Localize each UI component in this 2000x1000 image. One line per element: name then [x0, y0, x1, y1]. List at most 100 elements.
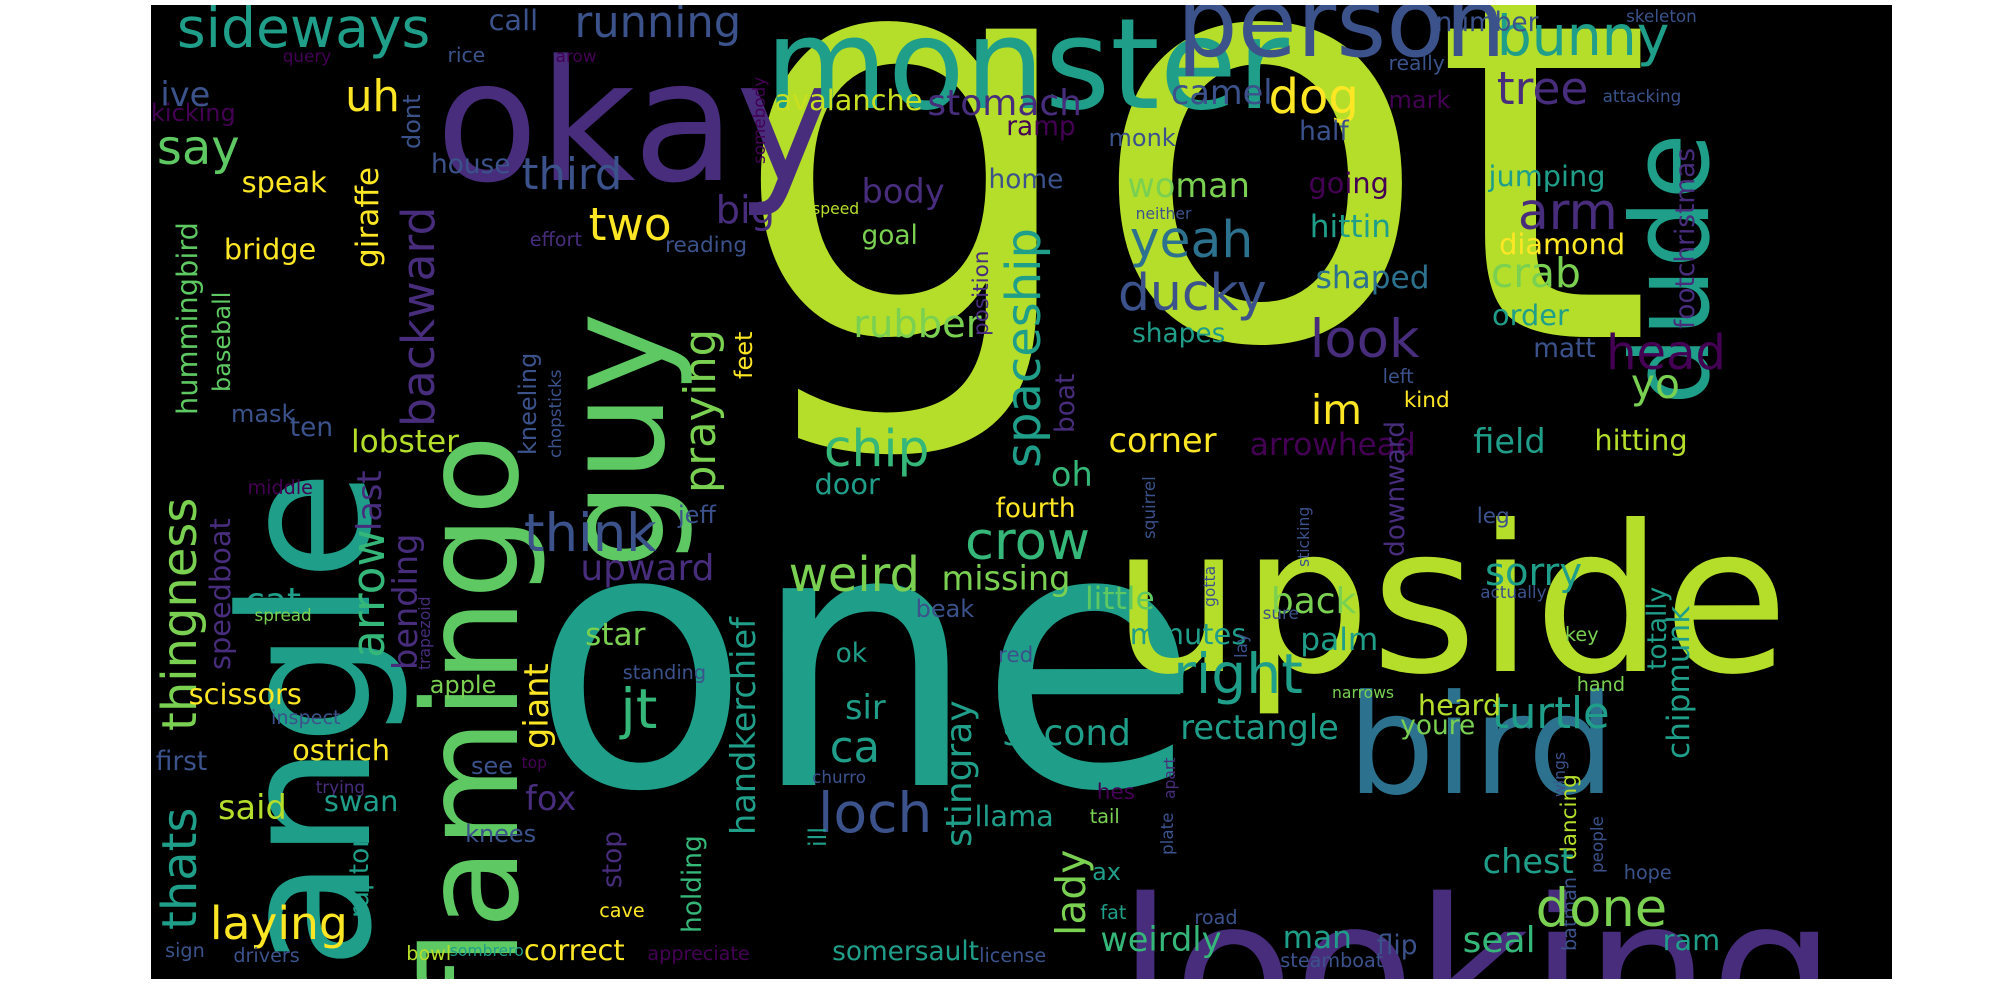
word-ok: ok	[835, 639, 868, 670]
word-speak: speak	[241, 165, 327, 200]
word-done: done	[1535, 877, 1668, 939]
word-stop: stop	[598, 830, 629, 888]
word-hummingbird: hummingbird	[170, 221, 205, 415]
word-stingray: stingray	[938, 700, 980, 848]
word-home: home	[988, 164, 1064, 195]
word-spread: spread	[254, 605, 312, 626]
word-first: first	[155, 746, 208, 777]
word-churro: churro	[812, 767, 867, 788]
word-plate: plate	[1157, 812, 1178, 856]
word-bunny: bunny	[1496, 5, 1670, 70]
word-somersault: somersault	[832, 936, 980, 967]
word-shaped: shaped	[1315, 260, 1430, 297]
word-kind: kind	[1403, 387, 1450, 413]
word-kicking: kicking	[151, 99, 236, 128]
word-bowl: bowl	[406, 941, 452, 965]
word-chip: chip	[823, 418, 930, 478]
word-skeleton: skeleton	[1626, 5, 1697, 26]
word-yeah: yeah	[1129, 209, 1254, 269]
word-ram: ram	[1662, 922, 1721, 957]
word-sideways: sideways	[176, 5, 431, 62]
word-kneeling: kneeling	[513, 352, 542, 456]
word-goal: goal	[861, 220, 918, 251]
word-reading: reading	[665, 233, 748, 259]
word-rice: rice	[447, 43, 486, 68]
word-holding: holding	[678, 835, 709, 934]
word-ax: ax	[1092, 858, 1121, 887]
word-rubber: rubber	[853, 302, 982, 348]
word-matt: matt	[1533, 334, 1596, 365]
word-loch: loch	[817, 781, 933, 846]
word-ca: ca	[829, 723, 880, 774]
word-cave: cave	[599, 898, 645, 922]
word-road: road	[1194, 906, 1238, 930]
word-shapes: shapes	[1132, 319, 1226, 350]
word-drivers: drivers	[233, 944, 300, 968]
word-correct: correct	[523, 932, 625, 967]
word-sorry: sorry	[1484, 549, 1583, 595]
word-flip: flip	[1376, 931, 1418, 962]
word-cloud: got one upside looking sailboat triangle…	[151, 5, 1892, 979]
word-baseball: baseball	[207, 291, 236, 393]
word-sticking: sticking	[1294, 506, 1313, 567]
word-fox: fox	[525, 778, 577, 818]
word-seal: seal	[1462, 920, 1536, 962]
word-hittin: hittin	[1309, 209, 1392, 246]
word-actually: actually	[1480, 582, 1547, 603]
word-speedboat: speedboat	[203, 518, 238, 671]
word-effort: effort	[529, 228, 582, 252]
word-llama: llama	[974, 798, 1054, 833]
word-feet: feet	[730, 332, 759, 380]
word-turtle: turtle	[1492, 689, 1610, 740]
word-rectangle: rectangle	[1180, 707, 1339, 747]
word-giant: giant	[517, 663, 557, 749]
word-crab: crab	[1490, 248, 1581, 297]
word-laying: laying	[209, 896, 348, 950]
word-lady: lady	[1046, 849, 1095, 936]
word-hope: hope	[1623, 860, 1672, 884]
word-swan: swan	[323, 783, 399, 818]
word-leg: leg	[1476, 503, 1510, 529]
word-speed: speed	[812, 200, 860, 219]
word-running: running	[574, 5, 742, 49]
word-footchristmas: footchristmas	[1671, 147, 1702, 329]
word-tail: tail	[1089, 804, 1120, 828]
word-raptor: raptor	[345, 837, 376, 919]
word-ive: ive	[160, 75, 211, 115]
word-apart: apart	[1160, 757, 1179, 800]
word-fat: fat	[1100, 901, 1127, 925]
word-heard: heard	[1417, 687, 1502, 722]
word-got: got	[729, 5, 1654, 470]
word-woman: woman	[1127, 166, 1250, 206]
word-star: star	[585, 616, 646, 653]
word-half: half	[1299, 116, 1349, 147]
word-mask: mask	[230, 400, 296, 429]
word-diamond: diamond	[1499, 227, 1626, 262]
word-tree: tree	[1496, 61, 1589, 115]
word-neither: neither	[1135, 205, 1192, 224]
word-attacking: attacking	[1602, 86, 1682, 107]
word-crow: crow	[965, 511, 1091, 573]
word-head: head	[1606, 324, 1726, 381]
word-steamboat: steamboat	[1280, 949, 1384, 973]
word-chest: chest	[1482, 841, 1574, 881]
word-weird: weird	[788, 547, 921, 604]
word-palm: palm	[1300, 621, 1379, 658]
word-last: last	[350, 470, 390, 532]
word-red: red	[997, 643, 1034, 669]
word-really: really	[1388, 51, 1445, 76]
word-uh: uh	[345, 71, 400, 122]
word-field: field	[1473, 421, 1546, 461]
word-giraffe: giraffe	[350, 167, 387, 269]
word-chipmunk: chipmunk	[1660, 605, 1697, 759]
word-cat: cat	[245, 581, 302, 623]
word-jeff: jeff	[678, 501, 716, 530]
word-weirdly: weirdly	[1100, 920, 1222, 960]
word-people: people	[1586, 815, 1607, 873]
word-little: little	[1085, 581, 1155, 618]
word-im: im	[1310, 385, 1362, 434]
word-jumping: jumping	[1488, 158, 1606, 193]
word-going: going	[1308, 166, 1389, 201]
word-lobster: lobster	[350, 424, 459, 461]
word-upside: upside	[1112, 482, 1789, 720]
